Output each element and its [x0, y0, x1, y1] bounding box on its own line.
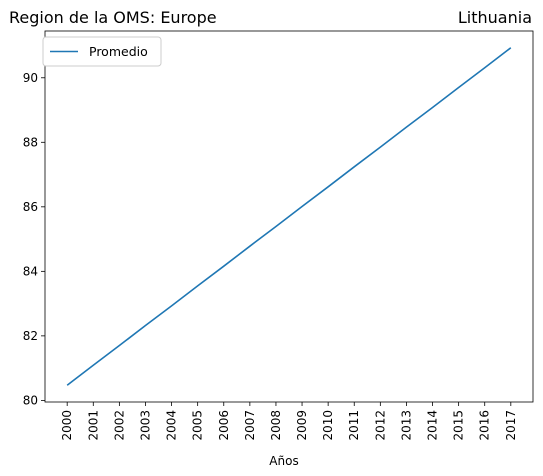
data-point [118, 344, 120, 346]
data-point [66, 384, 68, 386]
data-point [170, 305, 172, 307]
data-point [379, 146, 381, 148]
x-tick-label: 2011 [347, 410, 361, 441]
chart-title-left: Region de la OMS: Europe [9, 8, 217, 27]
data-point [510, 47, 512, 49]
data-point [301, 205, 303, 207]
y-tick-label: 82 [23, 329, 38, 343]
legend-label-promedio: Promedio [89, 44, 148, 59]
y-tick-label: 80 [23, 393, 38, 407]
x-tick-label: 2000 [60, 410, 74, 441]
x-tick-label: 2014 [426, 410, 440, 441]
x-tick-label: 2005 [191, 410, 205, 441]
data-point [405, 126, 407, 128]
series-layer [66, 47, 512, 386]
data-point [223, 265, 225, 267]
data-point [484, 67, 486, 69]
y-tick-label: 86 [23, 200, 38, 214]
data-point [457, 86, 459, 88]
chart-title-right: Lithuania [458, 8, 532, 27]
data-point [92, 364, 94, 366]
data-point [196, 285, 198, 287]
y-tick-label: 84 [23, 264, 38, 278]
x-tick-label: 2006 [217, 410, 231, 441]
y-tick-label: 90 [23, 71, 38, 85]
legend: Promedio [42, 36, 162, 67]
plot-frame [44, 30, 534, 403]
data-point [431, 106, 433, 108]
x-tick-label: 2012 [373, 410, 387, 441]
x-tick-label: 2007 [243, 410, 257, 441]
data-point [353, 166, 355, 168]
x-tick-label: 2017 [504, 410, 518, 441]
x-tick-label: 2016 [478, 410, 492, 441]
plot-area [44, 30, 534, 403]
x-tick-label: 2009 [295, 410, 309, 441]
x-axis-label: Años [269, 454, 298, 468]
x-tick-label: 2001 [86, 410, 100, 441]
data-point [275, 225, 277, 227]
x-tick-label: 2003 [138, 410, 152, 441]
x-axis: 2000 2001 2002 2003 2004 2005 2006 2007 2008 2009… [60, 402, 518, 441]
y-axis: 80 82 84 86 88 90 [23, 71, 45, 407]
series-line-promedio [66, 47, 512, 386]
data-point [144, 324, 146, 326]
x-tick-label: 2013 [399, 410, 413, 441]
y-tick-label: 88 [23, 135, 38, 149]
data-point [249, 245, 251, 247]
x-tick-label: 2010 [321, 410, 335, 441]
data-point [327, 186, 329, 188]
x-tick-label: 2004 [165, 410, 179, 441]
x-tick-label: 2008 [269, 410, 283, 441]
x-tick-label: 2002 [112, 410, 126, 441]
legend-box [42, 36, 162, 67]
x-tick-label: 2015 [452, 410, 466, 441]
